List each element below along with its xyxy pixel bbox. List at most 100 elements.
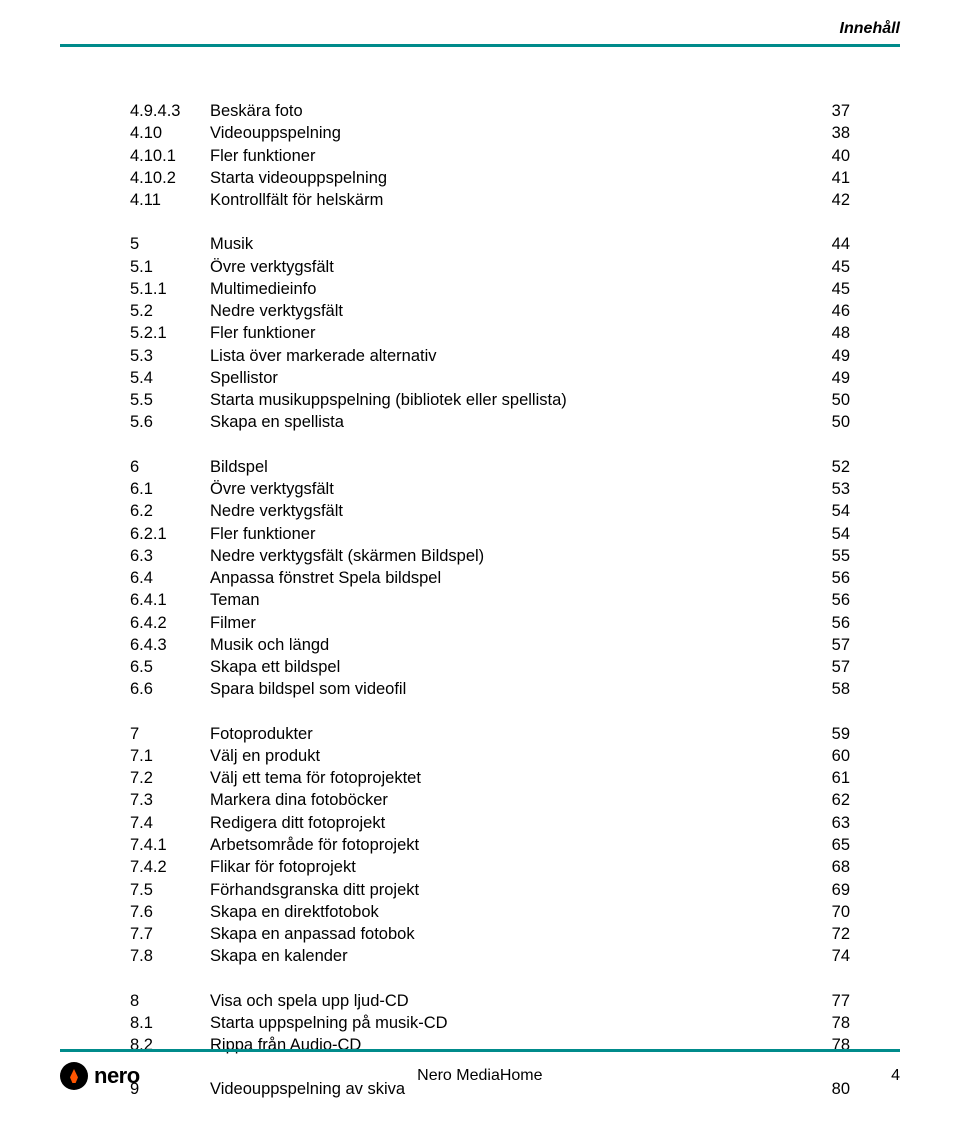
toc-page-number: 50 [810,389,850,411]
toc-page-number: 38 [810,122,850,144]
toc-row: 8Visa och spela upp ljud-CD77 [130,990,850,1012]
toc-section-title: Bildspel [210,456,810,478]
toc-section-title: Fler funktioner [210,322,810,344]
header-rule [60,44,900,47]
toc-section-title: Redigera ditt fotoprojekt [210,812,810,834]
toc-group: 7Fotoprodukter597.1Välj en produkt607.2V… [130,723,850,968]
toc-page-number: 57 [810,656,850,678]
toc-section-number: 6 [130,456,210,478]
toc-section-number: 4.10 [130,122,210,144]
toc-section-title: Skapa en anpassad fotobok [210,923,810,945]
toc-page-number: 54 [810,523,850,545]
toc-section-number: 5.1.1 [130,278,210,300]
toc-row: 5.2Nedre verktygsfält46 [130,300,850,322]
toc-row: 6Bildspel52 [130,456,850,478]
page-footer: nero Nero MediaHome 4 [0,1049,960,1118]
toc-section-title: Visa och spela upp ljud-CD [210,990,810,1012]
toc-page-number: 74 [810,945,850,967]
toc-section-number: 6.4.3 [130,634,210,656]
toc-row: 7.8Skapa en kalender74 [130,945,850,967]
toc-section-title: Nedre verktygsfält [210,300,810,322]
toc-row: 6.4.3Musik och längd57 [130,634,850,656]
toc-section-number: 7.4.1 [130,834,210,856]
toc-section-number: 5 [130,233,210,255]
toc-section-title: Skapa ett bildspel [210,656,810,678]
toc-page-number: 52 [810,456,850,478]
toc-section-number: 6.2 [130,500,210,522]
toc-section-title: Skapa en spellista [210,411,810,433]
toc-row: 6.6Spara bildspel som videofil58 [130,678,850,700]
toc-page-number: 77 [810,990,850,1012]
footer-rule [60,1049,900,1052]
toc-section-number: 6.2.1 [130,523,210,545]
toc-section-title: Markera dina fotoböcker [210,789,810,811]
toc-section-number: 5.1 [130,256,210,278]
toc-section-title: Välj ett tema för fotoprojektet [210,767,810,789]
toc-row: 7.3Markera dina fotoböcker62 [130,789,850,811]
table-of-contents: 4.9.4.3Beskära foto374.10Videouppspelnin… [130,100,850,1123]
toc-section-number: 7.4 [130,812,210,834]
footer-page-number: 4 [820,1067,900,1085]
toc-row: 6.2Nedre verktygsfält54 [130,500,850,522]
toc-row: 8.1Starta uppspelning på musik-CD78 [130,1012,850,1034]
toc-group: 8Visa och spela upp ljud-CD778.1Starta u… [130,990,850,1057]
toc-section-title: Lista över markerade alternativ [210,345,810,367]
toc-section-number: 6.4.2 [130,612,210,634]
nero-logo-text: nero [94,1063,140,1089]
toc-row: 6.5Skapa ett bildspel57 [130,656,850,678]
toc-row: 6.3Nedre verktygsfält (skärmen Bildspel)… [130,545,850,567]
toc-page-number: 37 [810,100,850,122]
toc-section-number: 5.2.1 [130,322,210,344]
toc-page-number: 45 [810,256,850,278]
toc-page-number: 69 [810,879,850,901]
toc-section-number: 5.2 [130,300,210,322]
toc-row: 4.10Videouppspelning38 [130,122,850,144]
toc-row: 4.9.4.3Beskära foto37 [130,100,850,122]
toc-section-title: Fotoprodukter [210,723,810,745]
toc-page-number: 70 [810,901,850,923]
toc-page-number: 59 [810,723,850,745]
toc-section-title: Välj en produkt [210,745,810,767]
toc-section-number: 6.4.1 [130,589,210,611]
toc-page-number: 63 [810,812,850,834]
toc-page-number: 68 [810,856,850,878]
toc-row: 6.4.2Filmer56 [130,612,850,634]
toc-row: 5.5Starta musikuppspelning (bibliotek el… [130,389,850,411]
toc-section-number: 7.1 [130,745,210,767]
toc-section-number: 5.5 [130,389,210,411]
nero-flame-icon [60,1062,88,1090]
toc-section-number: 7.4.2 [130,856,210,878]
toc-row: 6.4.1Teman56 [130,589,850,611]
toc-section-number: 7.2 [130,767,210,789]
toc-section-title: Filmer [210,612,810,634]
toc-row: 4.10.1Fler funktioner40 [130,145,850,167]
toc-row: 5.3Lista över markerade alternativ49 [130,345,850,367]
toc-section-title: Kontrollfält för helskärm [210,189,810,211]
toc-section-number: 6.3 [130,545,210,567]
toc-section-number: 4.10.2 [130,167,210,189]
toc-section-number: 7.3 [130,789,210,811]
toc-section-number: 8 [130,990,210,1012]
toc-row: 7.7Skapa en anpassad fotobok72 [130,923,850,945]
page-header: Innehåll [0,0,960,47]
toc-row: 7Fotoprodukter59 [130,723,850,745]
toc-page-number: 46 [810,300,850,322]
toc-page-number: 62 [810,789,850,811]
toc-row: 6.4Anpassa fönstret Spela bildspel56 [130,567,850,589]
toc-section-number: 8.1 [130,1012,210,1034]
toc-page-number: 57 [810,634,850,656]
toc-row: 4.10.2Starta videouppspelning41 [130,167,850,189]
toc-section-title: Spellistor [210,367,810,389]
toc-page-number: 72 [810,923,850,945]
toc-page-number: 53 [810,478,850,500]
toc-section-title: Fler funktioner [210,145,810,167]
toc-row: 7.4Redigera ditt fotoprojekt63 [130,812,850,834]
toc-page-number: 56 [810,589,850,611]
toc-row: 6.1Övre verktygsfält53 [130,478,850,500]
toc-row: 5.4Spellistor49 [130,367,850,389]
toc-section-title: Beskära foto [210,100,810,122]
toc-section-title: Nedre verktygsfält (skärmen Bildspel) [210,545,810,567]
header-label: Innehåll [60,20,900,38]
nero-logo: nero [60,1062,140,1090]
toc-page-number: 54 [810,500,850,522]
